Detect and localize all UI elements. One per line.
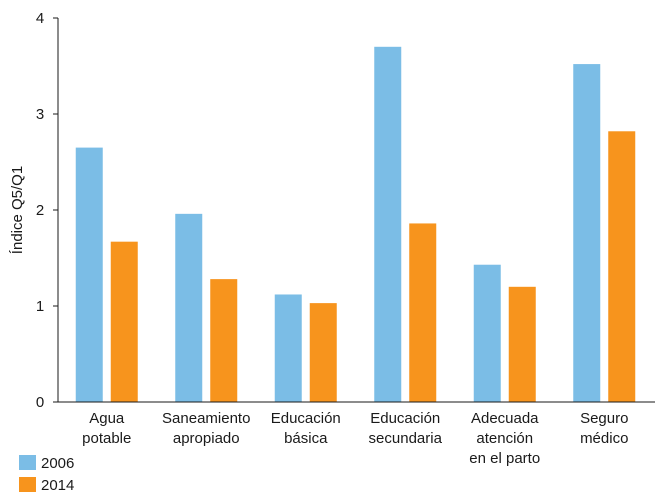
bar-2014-3: [409, 223, 437, 402]
y-tick-label: 4: [36, 10, 44, 27]
category-label: Educación: [271, 410, 341, 427]
y-tick-label: 0: [36, 394, 44, 411]
y-tick-labels: 0 1 2 3 4: [36, 10, 58, 411]
legend-swatch-2006: [19, 455, 36, 470]
y-tick-label: 2: [36, 202, 44, 219]
bar-2006-3: [374, 46, 402, 403]
category-label: Seguro: [580, 410, 628, 427]
bar-2014-2: [309, 303, 337, 402]
legend: 2006 2014: [19, 455, 74, 494]
legend-label-2014: 2014: [41, 477, 74, 494]
legend-swatch-2014: [19, 477, 36, 492]
category-label: Saneamiento: [162, 410, 250, 427]
category-labels: Agua potable Saneamiento apropiado Educación…: [82, 410, 628, 467]
category-label: secundaria: [369, 430, 443, 447]
category-label: atención: [476, 430, 533, 447]
y-axis-title: Índice Q5/Q1: [9, 166, 26, 254]
category-label: médico: [580, 430, 628, 447]
bar-2006-2: [274, 294, 302, 402]
category-label: potable: [82, 430, 131, 447]
plot-area: [75, 46, 636, 403]
legend-label-2006: 2006: [41, 455, 74, 472]
category-label: Agua: [89, 410, 125, 427]
bar-2014-5: [608, 131, 636, 402]
bar-2006-1: [175, 213, 203, 402]
category-label: apropiado: [173, 430, 240, 447]
y-tick-label: 3: [36, 106, 44, 123]
bar-2006-5: [573, 64, 601, 402]
y-tick-label: 1: [36, 298, 44, 315]
category-label: Adecuada: [471, 410, 539, 427]
bar-2014-1: [210, 279, 238, 402]
bar-2014-0: [110, 241, 138, 402]
bar-2006-0: [75, 147, 103, 402]
category-label: básica: [284, 430, 328, 447]
bar-2006-4: [473, 264, 501, 402]
bar-2014-4: [508, 286, 536, 402]
category-label: Educación: [370, 410, 440, 427]
category-label: en el parto: [469, 450, 540, 467]
